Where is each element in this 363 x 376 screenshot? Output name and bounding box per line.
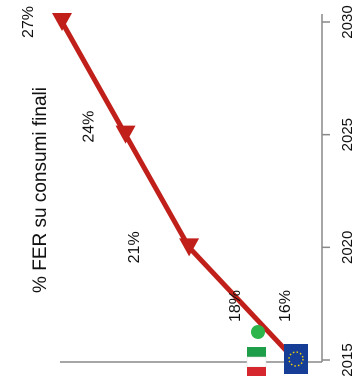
x-tick-label: 2030: [339, 5, 356, 38]
italy-marker-dot: [251, 325, 265, 339]
eu-flag-icon: [284, 344, 308, 374]
y-axis-title: % FER su consumi finali: [30, 87, 51, 293]
italy-flag-icon: [246, 347, 267, 376]
data-label: 27%: [20, 6, 37, 38]
eu-annotation-label: 16%: [277, 290, 294, 322]
annotations-group: 18% 16%: [227, 290, 294, 339]
series-line: [59, 20, 297, 362]
data-label: 21%: [126, 231, 143, 263]
data-point-marker: [179, 238, 200, 257]
x-tick-label: 2025: [339, 118, 356, 151]
italy-annotation-label: 18%: [227, 290, 244, 322]
data-point-marker: [115, 125, 136, 144]
x-ticks: 2015 2020 2025 2030: [322, 5, 356, 376]
series-group: 21% 24% 27%: [20, 6, 304, 367]
x-tick-label: 2015: [339, 343, 356, 376]
x-tick-label: 2020: [339, 231, 356, 264]
data-point-marker: [52, 13, 72, 31]
data-label: 24%: [81, 111, 98, 143]
